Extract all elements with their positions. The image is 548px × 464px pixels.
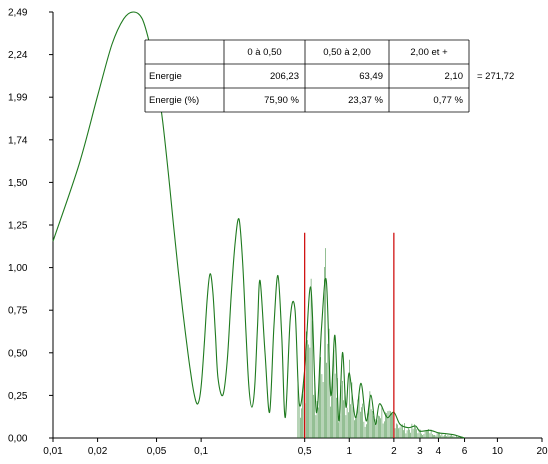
table-cell: 23,37 % bbox=[348, 95, 383, 106]
table-header-cell: 0 à 0,50 bbox=[247, 47, 281, 58]
marker-group bbox=[304, 232, 395, 438]
x-tick-label: 20 bbox=[536, 446, 548, 457]
table-cell: 206,23 bbox=[270, 71, 299, 82]
x-tick-label: 4 bbox=[436, 446, 442, 457]
table-cell: 2,10 bbox=[445, 71, 464, 82]
series-noise-0 bbox=[297, 248, 464, 438]
table-row-label: Energie bbox=[149, 71, 182, 82]
x-tick-label: 0,02 bbox=[88, 446, 108, 457]
y-tick-label: 0,25 bbox=[8, 391, 28, 402]
y-tick-label: 1,99 bbox=[8, 93, 28, 104]
x-tick-label: 0,1 bbox=[194, 446, 208, 457]
x-tick-label: 10 bbox=[492, 446, 504, 457]
x-tick-label: 6 bbox=[462, 446, 468, 457]
table-cell: 0,77 % bbox=[433, 95, 463, 106]
y-tick-label: 1,50 bbox=[8, 178, 28, 189]
series-line-0 bbox=[52, 11, 465, 439]
table-background bbox=[145, 40, 469, 112]
table-row-label: Energie (%) bbox=[149, 95, 199, 106]
y-axis: 0,00 0,25 0,50 0,75 1,00 1,25 1,50 1,74 1,99 2,24… bbox=[8, 8, 54, 445]
series-group bbox=[52, 11, 465, 439]
y-tick-label: 1,25 bbox=[8, 221, 28, 232]
x-tick-label: 3 bbox=[417, 446, 423, 457]
x-tick-label: 1 bbox=[346, 446, 352, 457]
y-tick-label: 0,75 bbox=[8, 306, 28, 317]
y-tick-label: 0,50 bbox=[8, 348, 28, 359]
table-header-cell: 2,00 et + bbox=[410, 47, 448, 58]
x-tick-label: 0,05 bbox=[147, 446, 167, 457]
table-header-cell: 0,50 à 2,00 bbox=[323, 47, 371, 58]
x-axis: 0,01 0,02 0,05 0,1 0,5 1 2 3 4 6 10 20 bbox=[43, 437, 548, 457]
x-tick-label: 0,5 bbox=[298, 446, 312, 457]
y-tick-label: 0,00 bbox=[8, 434, 28, 445]
x-tick-label: 2 bbox=[391, 446, 397, 457]
x-tick-label: 0,01 bbox=[43, 446, 63, 457]
table-total: = 271,72 bbox=[477, 71, 514, 82]
table-cell: 75,90 % bbox=[264, 95, 299, 106]
data-table: 0 à 0,50 0,50 à 2,00 2,00 et + Energie 206,2… bbox=[144, 39, 514, 113]
y-tick-label: 2,24 bbox=[8, 50, 28, 61]
y-tick-label: 1,74 bbox=[8, 135, 28, 146]
table-cell: 63,49 bbox=[359, 71, 383, 82]
y-tick-label: 1,00 bbox=[8, 263, 28, 274]
y-tick-label: 2,49 bbox=[8, 8, 28, 19]
